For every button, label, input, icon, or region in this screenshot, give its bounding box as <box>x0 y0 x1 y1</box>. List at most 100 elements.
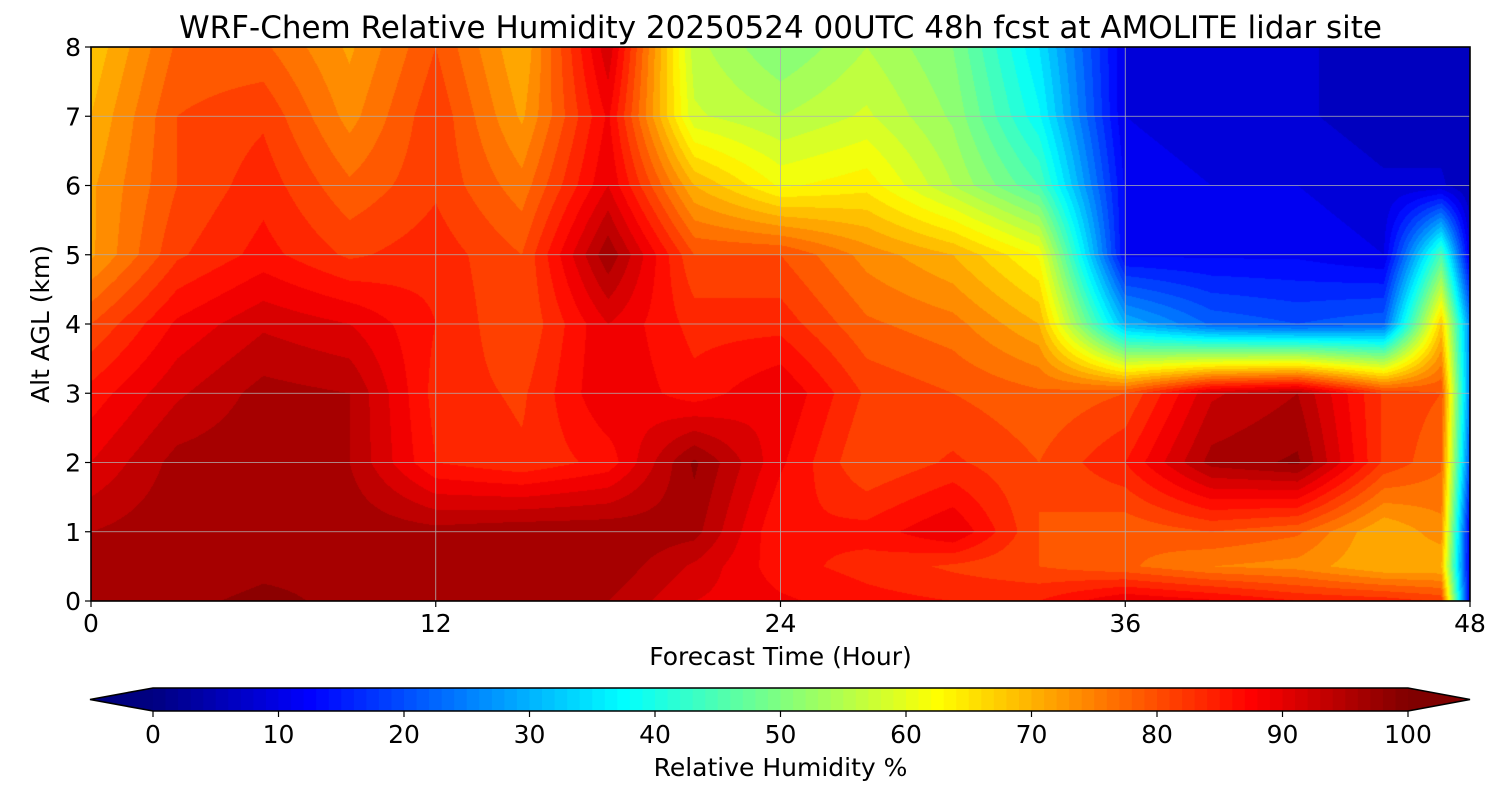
colorbar-swatch <box>1244 688 1258 711</box>
colorbar-swatch <box>1320 688 1334 711</box>
colorbar-swatch <box>855 688 869 711</box>
colorbar-swatch <box>780 688 794 711</box>
colorbar-swatch <box>240 688 254 711</box>
colorbar-swatch <box>1094 688 1108 711</box>
colorbar-tick-label: 0 <box>145 720 161 749</box>
x-axis-label: Forecast Time (Hour) <box>649 642 912 671</box>
colorbar-swatch <box>278 688 292 711</box>
colorbar-swatch <box>454 688 468 711</box>
colorbar-swatch <box>441 688 455 711</box>
colorbar-swatch <box>479 688 493 711</box>
colorbar-swatch <box>705 688 719 711</box>
colorbar-tick-label: 30 <box>514 720 546 749</box>
colorbar-swatch <box>516 688 531 711</box>
colorbar-swatch <box>203 688 217 711</box>
colorbar <box>89 687 1471 712</box>
colorbar-swatch <box>542 688 556 711</box>
colorbar-swatch <box>404 688 418 711</box>
colorbar-swatch <box>1169 688 1183 711</box>
x-tick-label: 0 <box>83 609 99 638</box>
colorbar-swatch <box>1194 688 1208 711</box>
x-tick-label: 48 <box>1454 609 1486 638</box>
colorbar-swatch <box>391 688 405 711</box>
colorbar-swatch <box>1345 688 1359 711</box>
colorbar-swatch <box>1144 688 1158 711</box>
colorbar-swatch <box>1232 688 1246 711</box>
colorbar-swatch <box>617 688 631 711</box>
colorbar-swatch <box>742 688 756 711</box>
colorbar-swatch <box>265 688 280 711</box>
colorbar-swatch <box>943 688 957 711</box>
colorbar-swatch <box>893 688 907 711</box>
colorbar-swatch <box>629 688 644 711</box>
colorbar-swatch <box>767 688 782 711</box>
colorbar-swatch <box>316 688 330 711</box>
colorbar-swatch <box>153 688 167 711</box>
colorbar-swatch <box>1056 688 1070 711</box>
colorbar-swatch <box>880 688 895 711</box>
colorbar-swatch <box>466 688 480 711</box>
chart-title: WRF-Chem Relative Humidity 20250524 00UT… <box>179 10 1382 46</box>
colorbar-swatch <box>1069 688 1083 711</box>
colorbar-swatch <box>491 688 505 711</box>
y-tick-label: 8 <box>65 33 81 62</box>
y-axis-label: Alt AGL (km) <box>26 245 55 403</box>
colorbar-tick-label: 80 <box>1141 720 1173 749</box>
colorbar-swatch <box>843 688 857 711</box>
colorbar-swatch <box>341 688 355 711</box>
colorbar-swatch <box>993 688 1007 711</box>
colorbar-swatch <box>1157 688 1171 711</box>
colorbar-swatch <box>981 688 995 711</box>
colorbar-swatch <box>1219 688 1233 711</box>
colorbar-swatch <box>592 688 606 711</box>
x-tick-label: 24 <box>765 609 797 638</box>
y-tick-label: 7 <box>65 102 81 131</box>
colorbar-swatch <box>1044 688 1058 711</box>
colorbar-swatch <box>165 688 179 711</box>
colorbar-label: Relative Humidity % <box>654 753 908 782</box>
colorbar-swatch <box>1119 688 1133 711</box>
colorbar-swatch <box>228 688 242 711</box>
colorbar-swatch <box>931 688 945 711</box>
colorbar-swatch <box>567 688 581 711</box>
colorbar-swatch <box>604 688 618 711</box>
colorbar-swatch <box>692 688 706 711</box>
colorbar-swatch <box>642 688 656 711</box>
x-tick-label: 12 <box>420 609 452 638</box>
colorbar-swatch <box>667 688 681 711</box>
colorbar-swatch <box>1018 688 1033 711</box>
colorbar-swatch <box>755 688 769 711</box>
colorbar-swatch <box>805 688 819 711</box>
y-tick-label: 0 <box>65 587 81 616</box>
colorbar-swatch <box>1282 688 1296 711</box>
colorbar-swatch <box>1295 688 1309 711</box>
colorbar-swatch <box>1081 688 1095 711</box>
colorbar-swatch <box>1332 688 1346 711</box>
colorbar-swatch <box>1207 688 1221 711</box>
colorbar-swatch <box>253 688 267 711</box>
colorbar-swatch <box>1357 688 1371 711</box>
colorbar-tick-label: 20 <box>388 720 420 749</box>
y-tick-label: 3 <box>65 379 81 408</box>
colorbar-swatch <box>1106 688 1120 711</box>
colorbar-tick-label: 90 <box>1267 720 1299 749</box>
colorbar-swatch <box>1006 688 1020 711</box>
colorbar-swatch <box>416 688 430 711</box>
colorbar-tick-label: 40 <box>639 720 671 749</box>
colorbar-swatch <box>730 688 744 711</box>
colorbar-swatch <box>956 688 970 711</box>
x-tick-label: 36 <box>1109 609 1141 638</box>
colorbar-swatch <box>1131 688 1146 711</box>
colorbar-swatch <box>968 688 982 711</box>
colorbar-swatch <box>291 688 305 711</box>
colorbar-extend-min <box>90 688 153 711</box>
colorbar-swatch <box>353 688 367 711</box>
y-tick-label: 6 <box>65 172 81 201</box>
colorbar-tick-label: 10 <box>263 720 295 749</box>
colorbar-swatch <box>793 688 807 711</box>
colorbar-swatch <box>366 688 380 711</box>
colorbar-swatch <box>190 688 204 711</box>
y-tick-label: 4 <box>65 310 81 339</box>
